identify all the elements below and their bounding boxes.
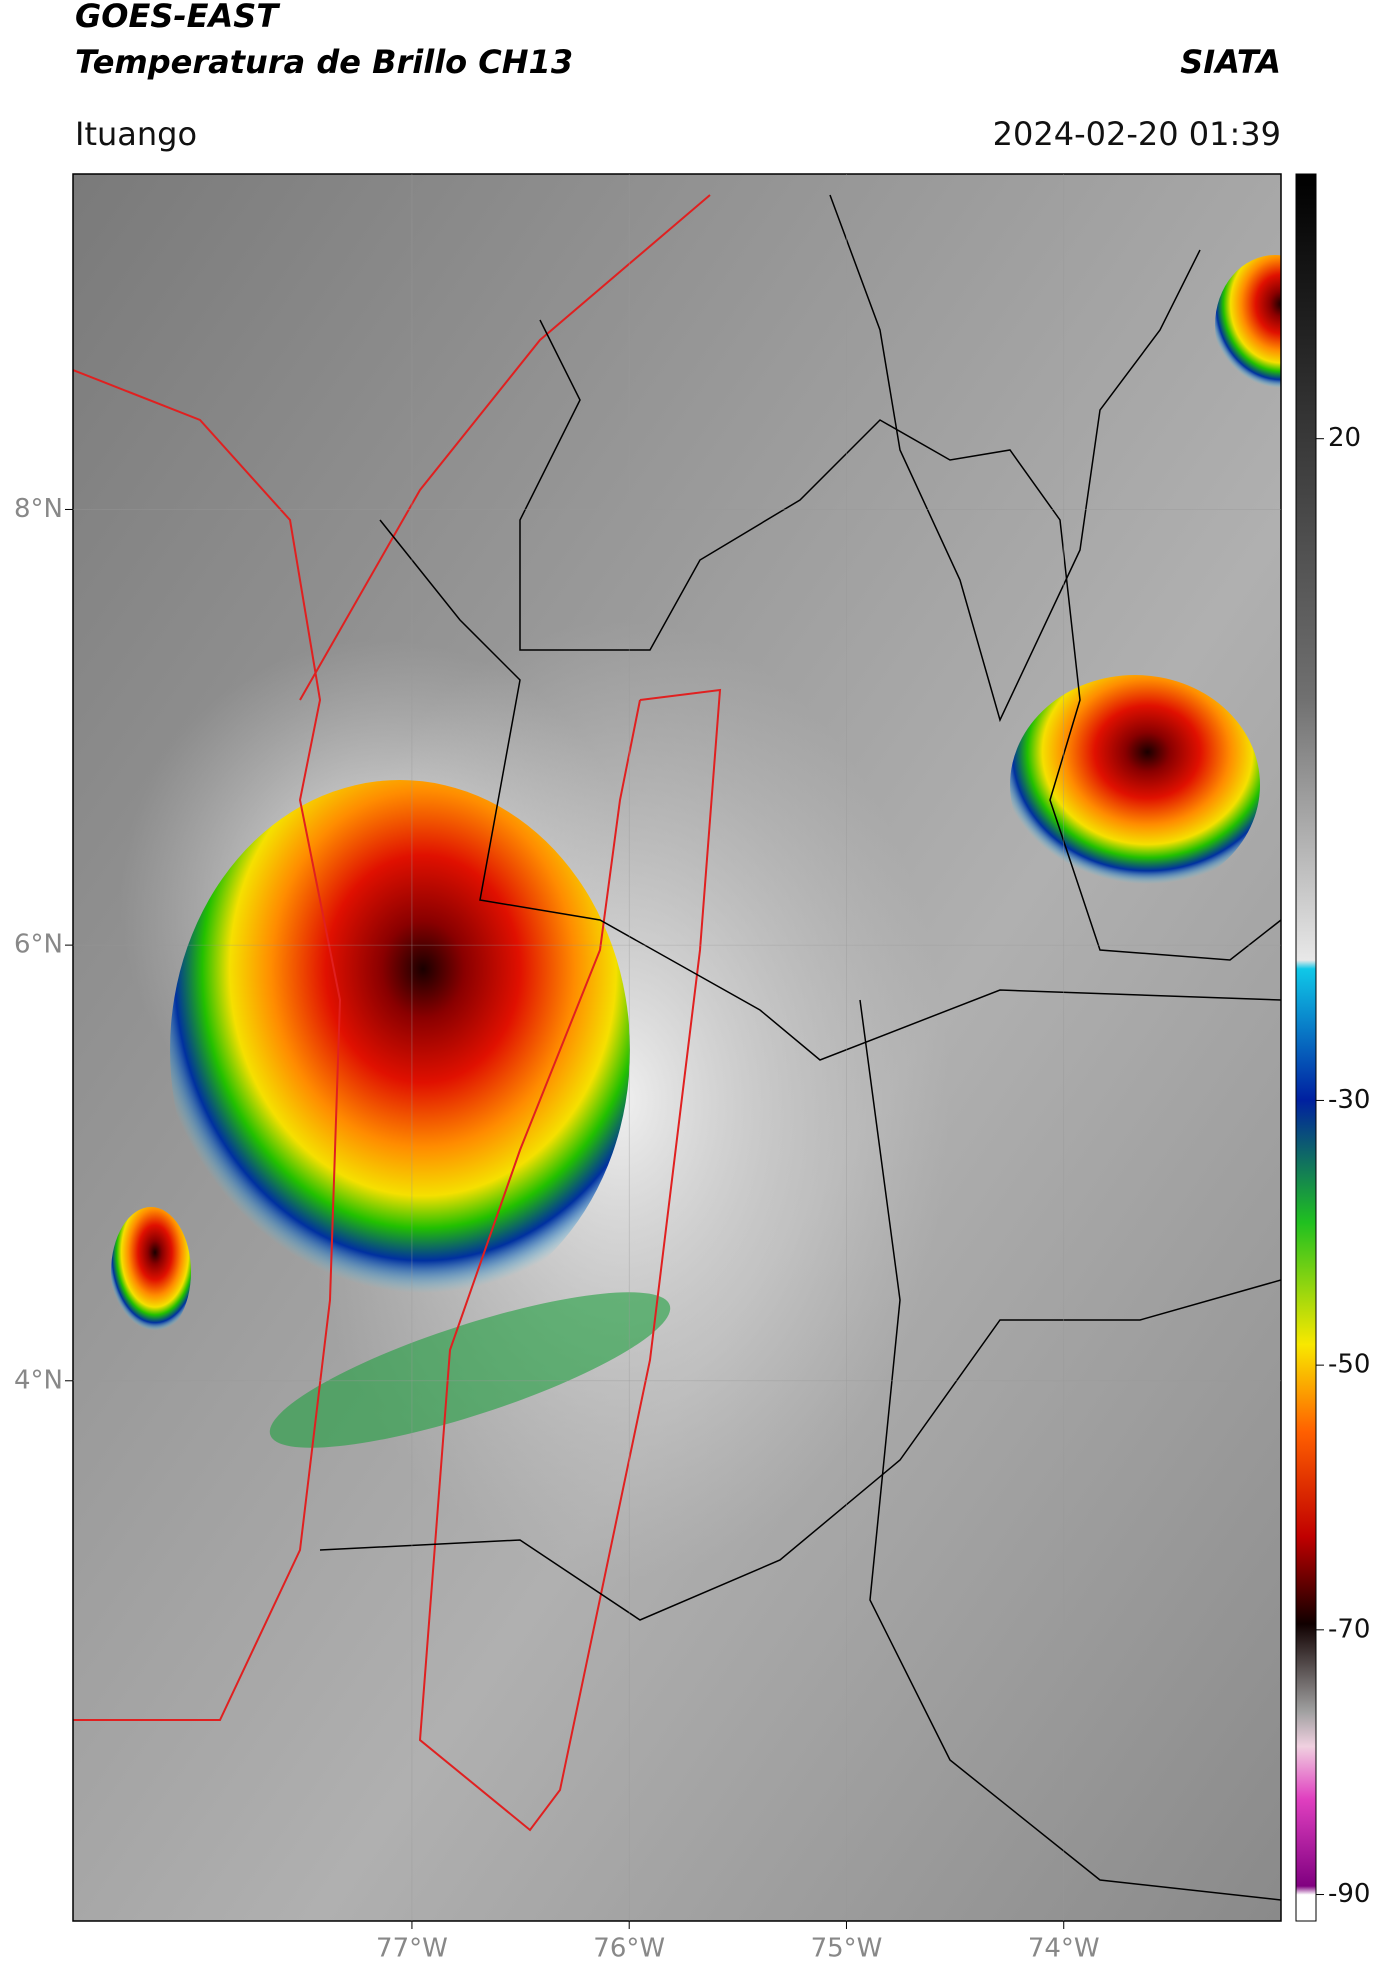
graticule — [73, 174, 1281, 1921]
department-border — [319, 1279, 1281, 1621]
department-border — [379, 519, 1281, 1061]
coastline — [73, 369, 342, 1721]
lon-tick-label: 76°W — [593, 1934, 665, 1964]
coastline — [299, 194, 711, 701]
colorbar — [1295, 173, 1317, 1922]
storm-cell — [1010, 675, 1260, 895]
colorbar-tick-label: -70 — [1328, 1614, 1370, 1644]
title: GOES-EAST — [75, 0, 280, 35]
lon-tick-label: 77°W — [376, 1934, 448, 1964]
department-border — [829, 194, 1201, 723]
datetime: 2024-02-20 01:39 — [993, 115, 1281, 153]
source: SIATA — [1180, 43, 1281, 81]
subtitle: Temperatura de Brillo CH13 — [75, 43, 573, 81]
storm-cell — [1215, 255, 1281, 395]
colorbar-tick-label: 20 — [1328, 423, 1361, 453]
department-border — [519, 319, 1281, 961]
storm-cell — [170, 780, 630, 1320]
colorbar-tick-label: -30 — [1328, 1085, 1370, 1115]
lat-tick-label: 8°N — [14, 494, 63, 524]
colorbar-tick-label: -90 — [1328, 1879, 1370, 1909]
map-image — [73, 174, 1281, 1921]
location: Ituango — [75, 115, 197, 153]
lon-tick-label: 75°W — [811, 1934, 883, 1964]
storm-band — [269, 1292, 671, 1448]
lat-tick-label: 4°N — [14, 1365, 63, 1395]
storm-cell — [111, 1207, 191, 1337]
department-border — [859, 999, 1281, 1901]
region-border — [418, 688, 722, 1832]
lat-tick-label: 6°N — [14, 930, 63, 960]
map-frame — [72, 173, 1282, 1922]
lon-tick-label: 74°W — [1028, 1934, 1100, 1964]
colorbar-tick-label: -50 — [1328, 1350, 1370, 1380]
